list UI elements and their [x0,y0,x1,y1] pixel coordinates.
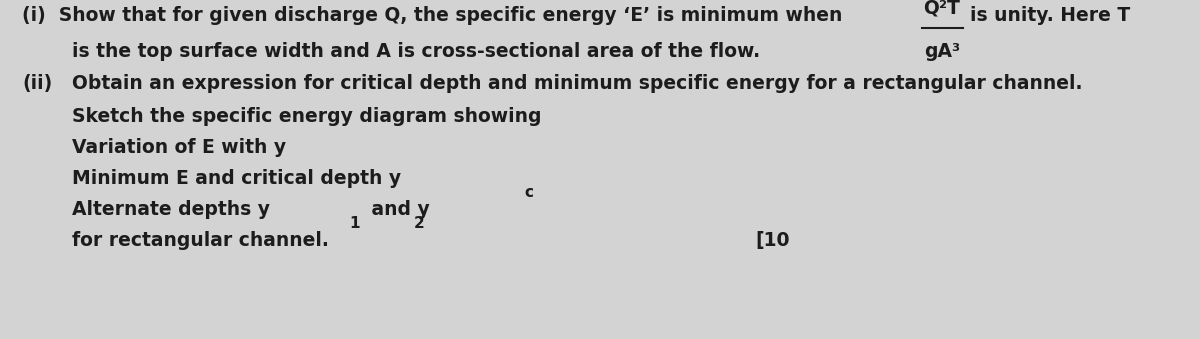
Text: Q²T: Q²T [924,0,960,17]
Text: for rectangular channel.: for rectangular channel. [72,231,329,250]
Text: 1: 1 [349,216,360,231]
Text: Obtain an expression for critical depth and minimum specific energy for a rectan: Obtain an expression for critical depth … [72,74,1082,93]
Text: c: c [524,185,533,200]
Text: is unity. Here T: is unity. Here T [970,6,1130,25]
Text: [10: [10 [755,231,790,250]
Text: (ii): (ii) [22,74,53,93]
Text: Variation of E with y: Variation of E with y [72,138,286,157]
Text: Minimum E and critical depth y: Minimum E and critical depth y [72,169,401,188]
Text: and y: and y [365,200,430,219]
Text: 2: 2 [414,216,425,231]
Text: is the top surface width and A is cross-sectional area of the flow.: is the top surface width and A is cross-… [72,42,760,61]
Text: Sketch the specific energy diagram showing: Sketch the specific energy diagram showi… [72,107,541,126]
Text: (i)  Show that for given discharge Q, the specific energy ‘E’ is minimum when: (i) Show that for given discharge Q, the… [22,6,842,25]
Text: gA³: gA³ [924,42,960,61]
Text: Alternate depths y: Alternate depths y [72,200,270,219]
